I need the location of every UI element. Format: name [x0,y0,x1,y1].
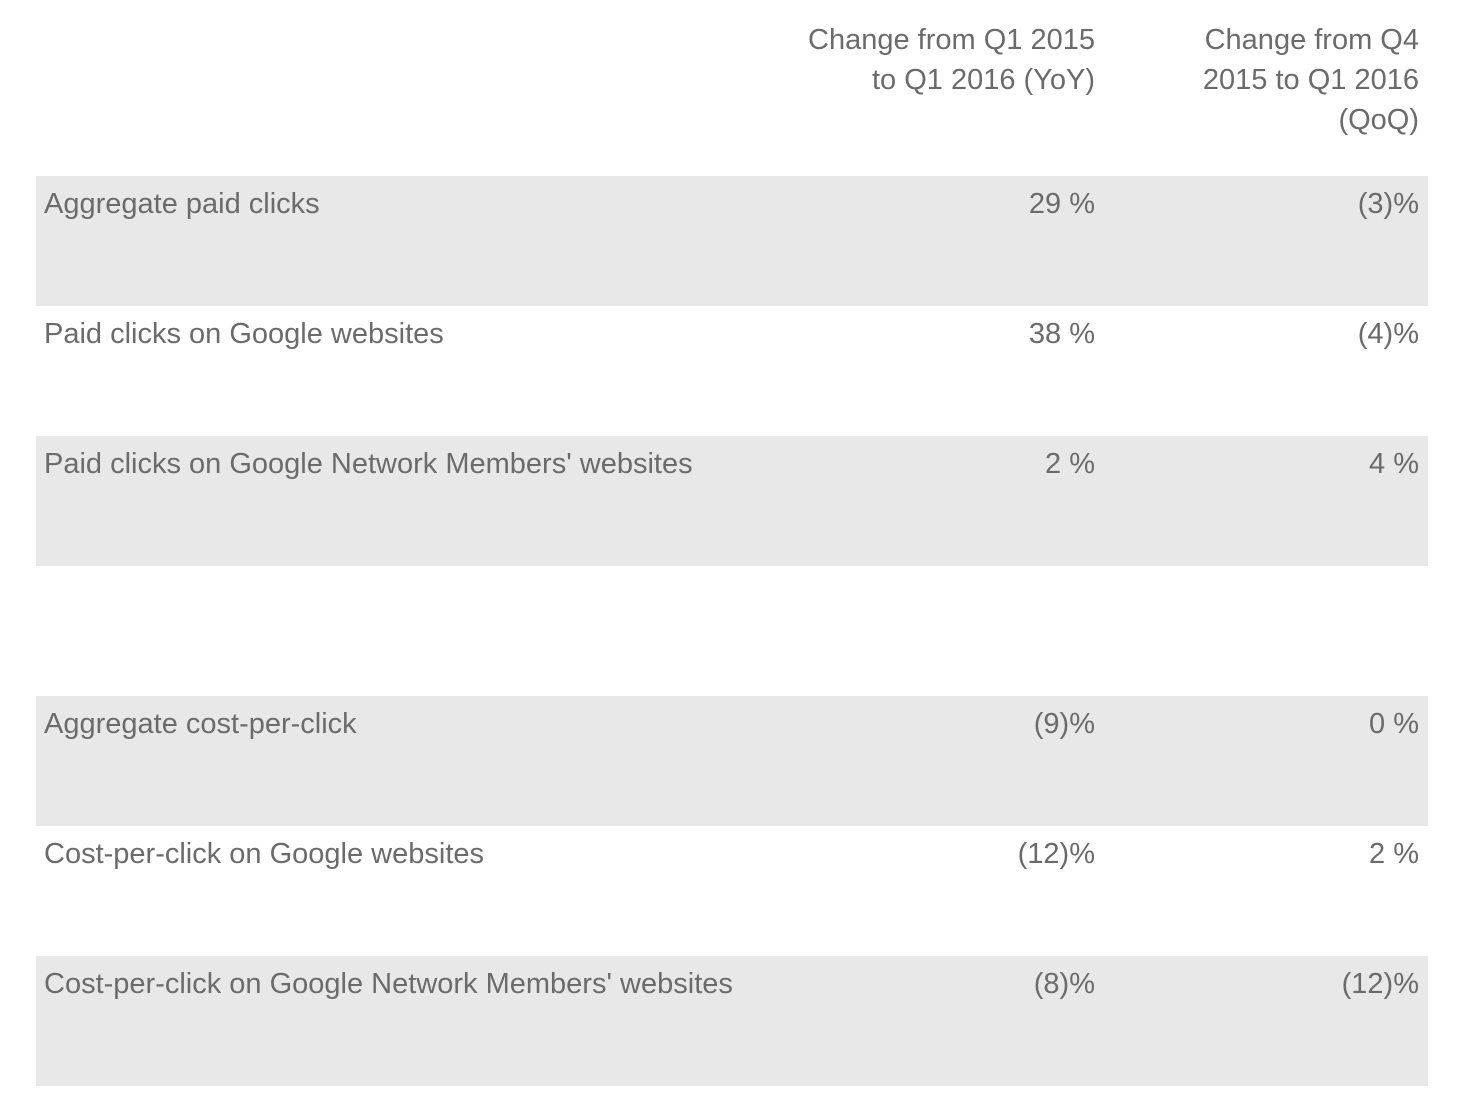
row-yoy-value: 29 % [1028,188,1095,220]
metrics-table: Change from Q1 2015 to Q1 2016 (YoY) Cha… [36,0,1428,1086]
table-row: Paid clicks on Google Network Members' w… [36,436,1428,566]
row-yoy-value: (9)% [1033,708,1095,740]
header-qoq: Change from Q4 2015 to Q1 2016 (QoQ) [1202,24,1419,136]
row-yoy-value: 38 % [1028,318,1095,350]
row-label: Cost-per-click on Google websites [44,838,485,870]
row-yoy-value: 2 % [1045,448,1095,480]
row-label: Paid clicks on Google websites [44,318,444,350]
table-row: Aggregate cost-per-click (9)% 0 % [36,696,1428,826]
header-yoy: Change from Q1 2015 to Q1 2016 (YoY) [808,24,1095,96]
row-qoq-value: 2 % [1369,838,1419,870]
row-qoq-value: 0 % [1369,708,1419,740]
table-row: Paid clicks on Google websites 38 % (4)% [36,306,1428,436]
table-row: Cost-per-click on Google Network Members… [36,956,1428,1086]
row-label: Paid clicks on Google Network Members' w… [44,448,693,480]
row-yoy-value: (8)% [1033,968,1095,1000]
row-qoq-value: (4)% [1357,318,1419,350]
table-spacer-row [36,566,1428,696]
row-label: Cost-per-click on Google Network Members… [44,968,733,1000]
table-header: Change from Q1 2015 to Q1 2016 (YoY) Cha… [36,0,1428,176]
row-qoq-value: (3)% [1357,188,1419,220]
row-qoq-value: (12)% [1341,968,1419,1000]
row-yoy-value: (12)% [1017,838,1095,870]
row-label: Aggregate paid clicks [44,188,320,220]
row-label: Aggregate cost-per-click [44,708,357,740]
table-row: Aggregate paid clicks 29 % (3)% [36,176,1428,306]
table-row: Cost-per-click on Google websites (12)% … [36,826,1428,956]
row-qoq-value: 4 % [1369,448,1419,480]
